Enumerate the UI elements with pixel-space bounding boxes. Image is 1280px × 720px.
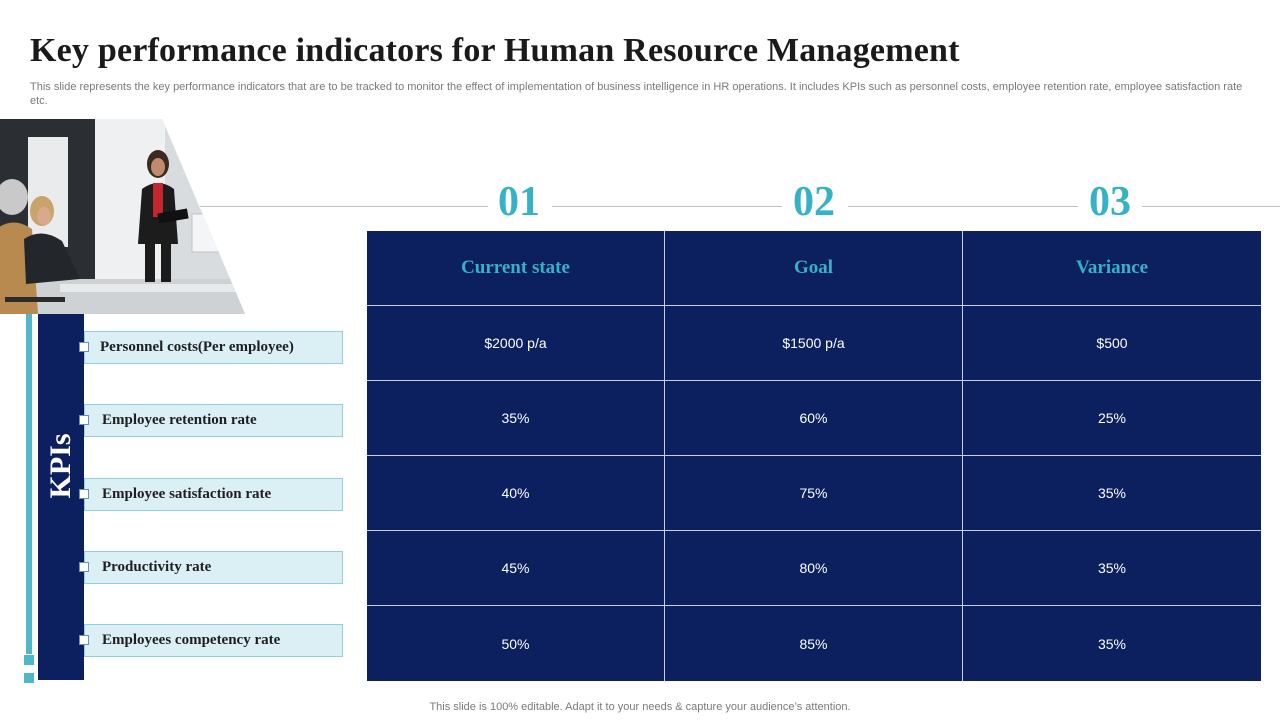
accent-line — [26, 314, 32, 654]
column-number: 01 — [498, 179, 540, 225]
column-number: 03 — [1089, 179, 1131, 225]
divider-line — [200, 206, 488, 207]
page-subtitle: This slide represents the key performanc… — [30, 81, 1243, 107]
table-cell: $2000 p/a — [367, 306, 665, 381]
kpi-item: Employee satisfaction rate — [84, 478, 343, 511]
table-cell: 80% — [665, 531, 963, 606]
table-cell: 85% — [665, 606, 963, 681]
table-cell: 75% — [665, 456, 963, 531]
kpi-item: Personnel costs(Per employee) — [84, 331, 343, 364]
accent-square — [24, 673, 34, 683]
footer-note: This slide is 100% editable. Adapt it to… — [429, 701, 851, 713]
kpi-item: Employee retention rate — [84, 404, 343, 437]
table-header: Current state — [367, 231, 665, 306]
kpi-sidebar — [38, 314, 84, 680]
kpi-bullet — [79, 562, 89, 572]
table-cell: 40% — [367, 456, 665, 531]
table-cell: 25% — [963, 381, 1261, 456]
table-cell: 45% — [367, 531, 665, 606]
column-number: 02 — [793, 179, 835, 225]
table-cell: 35% — [367, 381, 665, 456]
table-header: Goal — [665, 231, 963, 306]
table-cell: 60% — [665, 381, 963, 456]
table-header: Variance — [963, 231, 1261, 306]
accent-square — [24, 655, 34, 665]
kpi-bullet — [79, 415, 89, 425]
table-cell: 35% — [963, 531, 1261, 606]
table-cell: 35% — [963, 456, 1261, 531]
kpi-table: Current state Goal Variance $2000 p/a $1… — [367, 231, 1261, 681]
table-cell: $500 — [963, 306, 1261, 381]
kpi-sidebar-label: KPIs — [44, 433, 77, 499]
kpi-item: Employees competency rate — [84, 624, 343, 657]
meeting-photo-illustration — [0, 119, 245, 314]
table-cell: 35% — [1097, 635, 1127, 652]
table-cell: $1500 p/a — [665, 306, 963, 381]
divider-line — [1142, 206, 1280, 207]
table-cell: 50% — [367, 606, 665, 681]
kpi-bullet — [79, 635, 89, 645]
kpi-item: Productivity rate — [84, 551, 343, 584]
kpi-bullet — [79, 489, 89, 499]
divider-line — [848, 206, 1078, 207]
page-title: Key performance indicators for Human Res… — [30, 32, 960, 69]
meeting-photo — [0, 119, 245, 314]
divider-line — [552, 206, 782, 207]
kpi-bullet — [79, 342, 89, 352]
